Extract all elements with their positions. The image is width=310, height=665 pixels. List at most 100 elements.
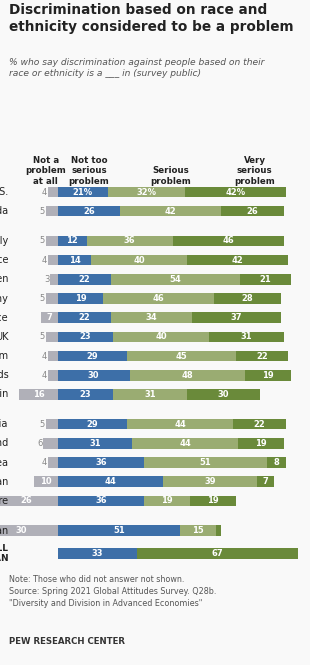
Bar [58,370,130,380]
Bar [58,419,127,430]
Bar [173,235,284,246]
Bar [108,187,185,198]
Bar [46,235,58,246]
Text: % who say discrimination against people based on their
race or ethnicity is a __: % who say discrimination against people … [9,58,265,78]
Text: 46: 46 [153,294,165,303]
Bar [48,370,58,380]
Bar [58,350,127,361]
Text: Germany: Germany [0,293,8,303]
Text: 31: 31 [241,332,252,341]
Text: 26: 26 [246,207,258,215]
Text: 67: 67 [212,549,223,558]
Text: U.S.: U.S. [0,187,8,197]
Bar [58,206,120,217]
Bar [245,370,291,380]
Bar [267,458,286,467]
Bar [130,370,245,380]
Text: 37: 37 [231,313,242,322]
Bar [188,389,259,400]
Bar [216,525,221,536]
Text: 26: 26 [20,496,32,505]
Text: 4: 4 [42,188,47,197]
Text: Not a
problem
at all: Not a problem at all [25,156,66,186]
Text: 51: 51 [113,526,125,535]
Text: 19: 19 [207,496,219,505]
Text: 40: 40 [134,255,145,265]
Bar [58,255,91,265]
Text: 28: 28 [242,294,253,303]
Text: Singapore: Singapore [0,496,8,506]
Text: 6: 6 [37,439,42,448]
Bar [58,235,86,246]
Text: 46: 46 [222,237,234,245]
Text: Sweden: Sweden [0,275,8,285]
Text: South Korea: South Korea [0,458,8,467]
Text: OVERALL
MEDIAN: OVERALL MEDIAN [0,544,8,563]
Text: 3: 3 [44,275,50,284]
Bar [58,293,103,304]
Bar [113,332,209,342]
Bar [144,458,267,467]
Text: 4: 4 [42,352,47,360]
Text: New Zealand: New Zealand [0,438,8,448]
Bar [51,274,58,285]
Bar [240,274,291,285]
Text: 30: 30 [88,371,100,380]
Bar [127,419,233,430]
Text: 36: 36 [95,458,107,467]
Text: 30: 30 [218,390,229,399]
Bar [19,389,58,400]
Text: Note: Those who did not answer not shown.
Source: Spring 2021 Global Attitudes S: Note: Those who did not answer not shown… [9,575,217,608]
Bar [111,274,240,285]
Bar [120,206,221,217]
Bar [58,458,144,467]
Text: Belgium: Belgium [0,351,8,361]
Text: 30: 30 [16,526,27,535]
Text: 36: 36 [124,237,135,245]
Bar [132,438,238,449]
Bar [46,419,58,430]
Bar [238,438,284,449]
Text: PEW RESEARCH CENTER: PEW RESEARCH CENTER [9,637,125,646]
Bar [192,313,281,323]
Bar [58,313,111,323]
Text: 51: 51 [200,458,211,467]
Bar [48,255,58,265]
Text: 19: 19 [75,294,86,303]
Text: 5: 5 [39,294,45,303]
Bar [86,235,173,246]
Text: 29: 29 [87,352,98,360]
Bar [0,495,58,506]
Bar [188,255,288,265]
Text: 39: 39 [205,477,216,486]
Bar [185,187,286,198]
Text: Very
serious
problem: Very serious problem [234,156,275,186]
Bar [58,389,113,400]
Text: 4: 4 [42,458,47,467]
Text: 26: 26 [83,207,95,215]
Text: 42: 42 [232,255,244,265]
Text: 40: 40 [155,332,167,341]
Bar [257,476,274,487]
Text: Greece: Greece [0,313,8,323]
Text: 31: 31 [144,390,156,399]
Text: 42%: 42% [225,188,246,197]
Text: 5: 5 [39,420,45,429]
Bar [180,525,216,536]
Text: Australia: Australia [0,419,8,429]
Bar [58,476,163,487]
Text: 19: 19 [262,371,274,380]
Text: 7: 7 [263,477,268,486]
Text: Italy: Italy [0,236,8,246]
Text: 34: 34 [146,313,157,322]
Text: 48: 48 [182,371,193,380]
Text: 15: 15 [193,526,204,535]
Text: 5: 5 [39,207,45,215]
Text: 54: 54 [170,275,181,284]
Text: 44: 44 [174,420,186,429]
Bar [58,525,180,536]
Bar [221,206,284,217]
Text: 44: 44 [179,439,191,448]
Text: 21: 21 [260,275,272,284]
Text: 31: 31 [89,439,101,448]
